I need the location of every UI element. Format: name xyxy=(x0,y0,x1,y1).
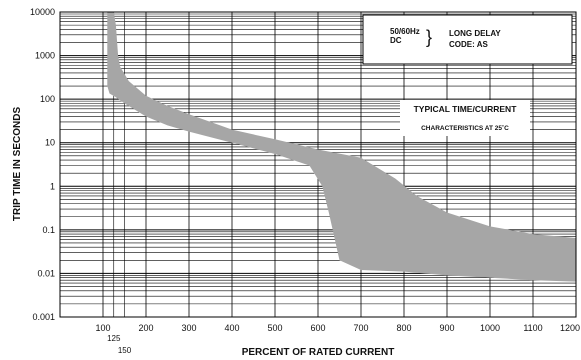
annotation-line1: TYPICAL TIME/CURRENT xyxy=(414,104,518,114)
y-tick-labels: 10000 1000 100 10 1 0.1 0.01 0.001 xyxy=(30,7,55,322)
legend-dc: DC xyxy=(390,36,402,45)
characteristics-annotation: TYPICAL TIME/CURRENT CHARACTERISTICS AT … xyxy=(400,100,530,136)
x-tick-label: 1000 xyxy=(480,323,500,333)
y-tick-label: 10 xyxy=(45,138,55,148)
trip-band-area xyxy=(107,12,577,282)
x-extra-tick-label: 150 xyxy=(118,346,132,355)
x-tick-label: 300 xyxy=(181,323,196,333)
x-tick-label: 200 xyxy=(138,323,153,333)
y-tick-label: 100 xyxy=(40,94,55,104)
legend-line2: CODE: AS xyxy=(449,40,488,49)
x-tick-label: 1200 xyxy=(560,323,580,333)
legend-brace: } xyxy=(426,27,432,47)
y-axis-title: TRIP TIME IN SECONDS xyxy=(12,107,23,222)
x-tick-label: 700 xyxy=(353,323,368,333)
x-tick-label: 500 xyxy=(267,323,282,333)
y-tick-label: 1000 xyxy=(35,51,55,61)
legend-box-frame xyxy=(362,14,573,65)
y-tick-label: 0.1 xyxy=(42,225,55,235)
plot-frame xyxy=(59,11,577,318)
x-tick-label: 800 xyxy=(396,323,411,333)
x-tick-label: 100 xyxy=(95,323,110,333)
legend-line1: LONG DELAY xyxy=(449,29,501,38)
x-tick-label: 600 xyxy=(310,323,325,333)
annotation-line2: CHARACTERISTICS AT 25˚C xyxy=(421,124,509,132)
x-tick-label: 400 xyxy=(224,323,239,333)
x-extra-tick-label: 125 xyxy=(107,334,121,343)
x-tick-label: 900 xyxy=(439,323,454,333)
x-tick-labels: 100 200 300 400 500 600 700 800 900 1000 1100 1200 1… xyxy=(95,323,580,355)
x-axis-title: PERCENT OF RATED CURRENT xyxy=(242,347,395,358)
y-tick-label: 1 xyxy=(50,181,55,191)
legend-freq: 50/60Hz xyxy=(390,27,420,36)
annotation-backdrop xyxy=(400,100,530,136)
y-tick-label: 0.001 xyxy=(32,312,55,322)
y-tick-label: 0.01 xyxy=(37,268,55,278)
y-tick-label: 10000 xyxy=(30,7,55,17)
x-tick-label: 1100 xyxy=(523,323,542,333)
legend-box: 50/60Hz DC } LONG DELAY CODE: AS xyxy=(362,14,573,65)
